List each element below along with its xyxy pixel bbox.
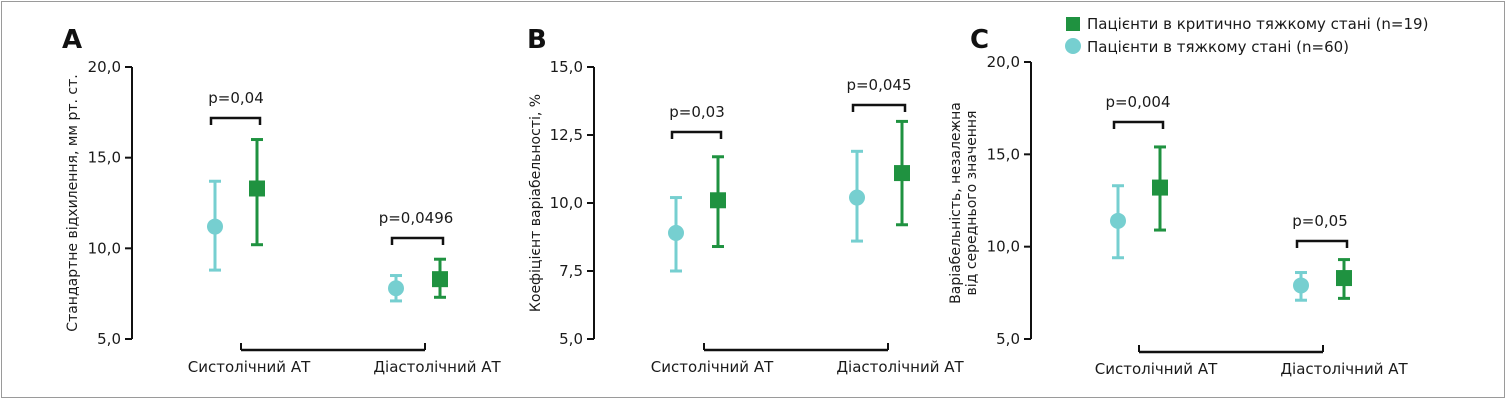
y-tick-label-c-2: 15,0 bbox=[987, 145, 1020, 163]
y-tick-label-c-0: 5,0 bbox=[996, 330, 1020, 348]
significance-bracket-a-systolic bbox=[209, 116, 262, 125]
legend: Пацієнти в критично тяжкому стані (n=19)… bbox=[1065, 15, 1428, 56]
pvalue-systolic-c: p=0,004 bbox=[1105, 93, 1170, 111]
point-c-systolic-critical bbox=[1152, 179, 1168, 196]
pvalue-diastolic-c: p=0,05 bbox=[1292, 212, 1348, 230]
legend-label-critical: Пацієнти в критично тяжкому стані (n=19) bbox=[1087, 15, 1428, 33]
legend-label-severe: Пацієнти в тяжкому стані (n=60) bbox=[1087, 38, 1349, 56]
significance-bracket-c-diastolic bbox=[1295, 239, 1349, 248]
point-a-systolic-severe bbox=[207, 218, 223, 235]
y-tick-label-c-3: 20,0 bbox=[987, 53, 1020, 71]
y-axis-label-a: Стандартне відхилення, мм рт. ст. bbox=[65, 74, 81, 331]
y-tick-label-a-2: 15,0 bbox=[88, 149, 121, 167]
pvalue-diastolic-a: p=0,0496 bbox=[379, 209, 454, 227]
significance-bracket-b-systolic bbox=[670, 130, 723, 139]
point-a-diastolic-severe bbox=[388, 280, 404, 297]
x-category-diastolic-c: Діастолічний АТ bbox=[1280, 360, 1408, 378]
x-category-systolic-a: Систолічний АТ bbox=[188, 358, 311, 376]
panel-b: B Коефіцієнт варіабельності, % Систолічн… bbox=[527, 25, 965, 376]
y-tick-label-b-4: 15,0 bbox=[550, 58, 583, 76]
y-axis-label-c-line1: Варіабельність, незалежна bbox=[948, 102, 964, 304]
panel-a: A Стандартне відхилення, мм рт. ст. Сист… bbox=[62, 25, 502, 376]
legend-swatch-severe bbox=[1065, 38, 1081, 54]
point-c-diastolic-critical bbox=[1336, 270, 1352, 287]
y-tick-label-c-1: 10,0 bbox=[987, 238, 1020, 256]
panel-letter-a: A bbox=[62, 25, 82, 55]
point-b-systolic-critical bbox=[710, 192, 726, 209]
y-axis-label-c-line2: від середнього значення bbox=[964, 111, 980, 296]
y-tick-label-b-1: 7,5 bbox=[559, 262, 583, 280]
y-tick-label-a-1: 10,0 bbox=[88, 239, 121, 257]
legend-swatch-critical bbox=[1066, 17, 1080, 31]
y-tick-label-a-0: 5,0 bbox=[97, 330, 121, 348]
significance-bracket-c-systolic bbox=[1112, 120, 1165, 129]
point-b-diastolic-severe bbox=[849, 189, 865, 206]
point-a-systolic-critical bbox=[249, 180, 265, 197]
x-category-systolic-c: Систолічний АТ bbox=[1095, 360, 1218, 378]
x-category-diastolic-b: Діастолічний АТ bbox=[836, 358, 964, 376]
y-axis-label-b: Коефіцієнт варіабельності, % bbox=[528, 94, 544, 312]
y-tick-label-b-0: 5,0 bbox=[559, 330, 583, 348]
panel-letter-b: B bbox=[527, 25, 547, 55]
y-tick-label-a-3: 20,0 bbox=[88, 58, 121, 76]
point-c-systolic-severe bbox=[1110, 212, 1126, 229]
point-b-systolic-severe bbox=[668, 224, 684, 241]
x-category-systolic-b: Систолічний АТ bbox=[651, 358, 774, 376]
significance-bracket-a-diastolic bbox=[390, 236, 445, 245]
pvalue-diastolic-b: p=0,045 bbox=[846, 76, 911, 94]
point-c-diastolic-severe bbox=[1293, 277, 1309, 294]
significance-bracket-b-diastolic bbox=[851, 103, 907, 112]
point-a-diastolic-critical bbox=[432, 271, 448, 288]
pvalue-systolic-a: p=0,04 bbox=[208, 89, 264, 107]
x-category-diastolic-a: Діастолічний АТ bbox=[373, 358, 501, 376]
y-tick-label-b-3: 12,5 bbox=[550, 126, 583, 144]
pvalue-systolic-b: p=0,03 bbox=[669, 103, 725, 121]
y-tick-label-b-2: 10,0 bbox=[550, 194, 583, 212]
point-b-diastolic-critical bbox=[894, 165, 910, 182]
panel-letter-c: C bbox=[970, 25, 989, 55]
panel-c: C Варіабельність, незалежна від середньо… bbox=[948, 25, 1409, 378]
